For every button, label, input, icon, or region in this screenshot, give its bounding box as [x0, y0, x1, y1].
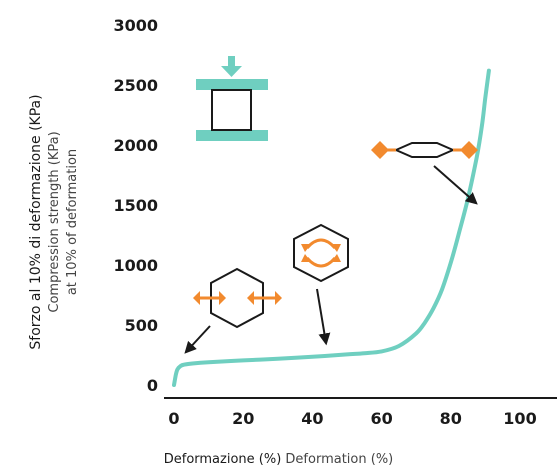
- y-tick-label: 500: [125, 316, 158, 335]
- y-tick-label: 1500: [113, 196, 158, 215]
- x-tick-label: 0: [168, 409, 179, 428]
- y-axis-ticks: 0 500 1000 1500 2000 2500 3000: [113, 16, 158, 395]
- pointer-arrow-plateau: [316, 288, 331, 346]
- pointer-arrow-initial: [184, 325, 211, 354]
- x-axis-title-block: Deformazione (%) Deformation (%): [0, 452, 557, 467]
- x-tick-label: 80: [440, 409, 462, 428]
- x-axis-ticks: 0 20 40 60 80 100: [168, 409, 536, 428]
- x-axis-title-secondary: Deformation (%): [285, 452, 394, 467]
- hexagon-cell-curved-arrows-icon: [293, 223, 349, 283]
- pointer-arrow-densification: [433, 165, 478, 205]
- y-axis-title-secondary-1: Compression strength (KPa): [47, 131, 62, 312]
- y-axis-title-secondary-2: at 10% of deformation: [65, 149, 80, 295]
- x-tick-label: 40: [301, 409, 323, 428]
- hexagon-cell-horizontal-arrows-icon: [193, 267, 282, 329]
- collapsed-cell-horizontal-arrows-icon: [371, 141, 478, 159]
- y-tick-label: 3000: [113, 16, 158, 35]
- y-tick-label: 0: [147, 376, 158, 395]
- x-tick-label: 20: [232, 409, 254, 428]
- y-tick-label: 2500: [113, 76, 158, 95]
- y-axis-title: Sforzo al 10% di deformazione (KPa): [28, 94, 44, 349]
- y-tick-label: 1000: [113, 256, 158, 275]
- compression-test-icon: [196, 56, 268, 141]
- x-axis-title: Deformazione (%): [163, 452, 282, 467]
- x-tick-label: 60: [370, 409, 392, 428]
- y-tick-label: 2000: [113, 136, 158, 155]
- x-tick-label: 100: [503, 409, 536, 428]
